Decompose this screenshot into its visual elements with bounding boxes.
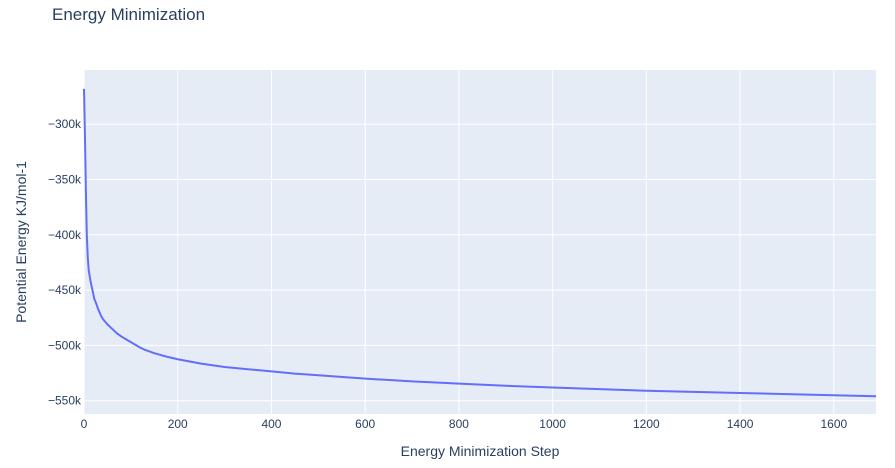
y-tick-label: −300k: [48, 117, 82, 131]
y-tick-label: −500k: [48, 338, 82, 352]
x-tick-label: 600: [355, 417, 375, 431]
y-tick-label: −450k: [48, 283, 82, 297]
plot-area: [84, 70, 876, 414]
x-axis-title: Energy Minimization Step: [401, 443, 560, 459]
x-tick-label: 800: [449, 417, 469, 431]
x-tick-label: 0: [81, 417, 88, 431]
y-axis-ticks: −300k −350k −400k −450k −500k −550k: [48, 117, 82, 408]
y-tick-label: −550k: [48, 394, 82, 408]
x-tick-label: 200: [168, 417, 188, 431]
x-tick-label: 400: [261, 417, 281, 431]
x-tick-label: 1200: [633, 417, 660, 431]
chart-title: Energy Minimization: [52, 5, 206, 24]
x-axis-ticks: 0 200 400 600 800 1000 1200 1400 1600: [81, 417, 848, 431]
y-axis-title: Potential Energy KJ/mol-1: [13, 161, 29, 323]
y-tick-label: −400k: [48, 228, 82, 242]
x-tick-label: 1600: [820, 417, 847, 431]
series-line: [83, 88, 877, 398]
x-tick-label: 1000: [539, 417, 566, 431]
x-tick-label: 1400: [727, 417, 754, 431]
y-tick-label: −350k: [48, 173, 82, 187]
gridlines: [83, 70, 876, 414]
